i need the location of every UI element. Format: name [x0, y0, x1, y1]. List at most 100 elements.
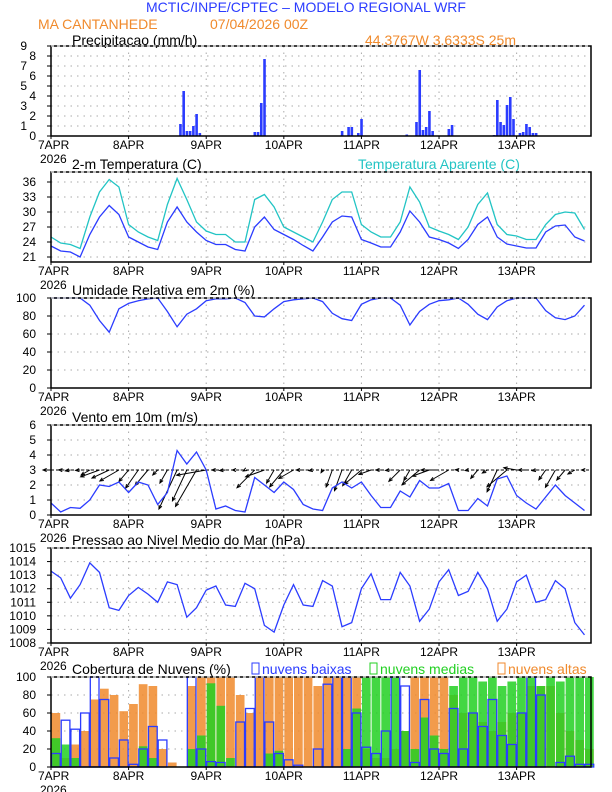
cloud-bar-nuvens-medias — [488, 677, 497, 767]
cloud-bar-nuvens-medias — [197, 735, 206, 767]
legend-label: nuvens medias — [380, 661, 474, 677]
wind-vector-head — [401, 480, 406, 486]
x-tick-label: 12APR — [420, 769, 458, 783]
cloud-bar-nuvens-altas — [313, 686, 323, 767]
x-year-label: 2026 — [40, 152, 67, 166]
wind-vector-head — [374, 467, 380, 473]
y-tick-label: 1015 — [9, 541, 36, 555]
x-tick-label: 13APR — [498, 517, 536, 531]
precip-bar — [415, 122, 418, 136]
y-tick-label: 1 — [29, 493, 36, 507]
x-tick-label: 9APR — [191, 138, 223, 152]
precip-bar — [534, 133, 538, 136]
x-tick-label: 10APR — [265, 390, 303, 404]
main-title: MCTIC/INPE/CPTEC – MODELO REGIONAL WRF — [146, 0, 466, 15]
wind-vector-head — [502, 466, 508, 471]
y-tick-label: 20 — [23, 742, 37, 756]
x-tick-label: 10APR — [265, 138, 303, 152]
y-tick-label: 2 — [29, 109, 36, 123]
x-tick-label: 9APR — [191, 769, 223, 783]
cloud-bar-nuvens-altas — [332, 677, 342, 767]
cloud-bar-nuvens-altas — [245, 713, 255, 767]
wind-vector — [176, 469, 207, 476]
x-tick-label: 9APR — [191, 517, 223, 531]
y-tick-label: 1014 — [9, 555, 36, 569]
x-tick-label: 7APR — [38, 264, 70, 278]
cloud-bar-nuvens-medias — [226, 758, 235, 767]
cloud-bar-nuvens-medias — [264, 753, 274, 767]
cloud-bar-nuvens-medias — [526, 677, 536, 767]
location-label: MA CANTANHEDE — [38, 16, 158, 32]
precip-bar — [521, 132, 525, 136]
cloud-bar-nuvens-medias — [187, 749, 197, 767]
wind-vector — [91, 469, 110, 479]
y-tick-label: 0 — [29, 508, 36, 522]
legend-label: nuvens baixas — [262, 661, 352, 677]
wind-vector-head — [158, 504, 163, 511]
wind-vector — [538, 469, 547, 481]
wind-vector — [544, 469, 556, 488]
panel-title: Umidade Relativa em 2m (%) — [72, 282, 255, 298]
cloud-bar-nuvens-altas — [429, 677, 439, 767]
wind-vector-head — [41, 467, 47, 473]
cloud-bar-nuvens-medias — [381, 677, 391, 767]
precip-bar — [195, 114, 198, 136]
y-tick-label: 27 — [23, 220, 37, 234]
wind-vector-head — [544, 483, 549, 489]
cloud-bar-nuvens-medias — [410, 749, 420, 767]
series-line-0 — [50, 204, 585, 258]
x-tick-label: 7APR — [38, 645, 70, 659]
wind-vector-head — [74, 468, 80, 473]
y-tick-label: 80 — [23, 688, 37, 702]
x-tick-label: 7APR — [38, 390, 70, 404]
precip-bar — [431, 131, 434, 136]
y-tick-label: 1 — [20, 119, 27, 133]
cloud-bar-nuvens-medias — [61, 744, 70, 767]
cloud-bar-nuvens-altas — [323, 677, 332, 767]
wind-vector — [278, 469, 294, 479]
precip-bar — [185, 131, 189, 136]
wind-vector — [159, 469, 168, 484]
x-tick-label: 8APR — [113, 517, 145, 531]
x-tick-label: 11APR — [343, 138, 380, 152]
y-tick-label: 80 — [23, 309, 37, 323]
y-tick-label: 60 — [23, 327, 37, 341]
x-tick-label: 9APR — [191, 390, 223, 404]
cloud-bar-nuvens-altas — [100, 688, 109, 767]
wind-vector-head — [90, 474, 96, 479]
x-year-label: 2026 — [40, 659, 67, 673]
cloud-bar-nuvens-altas — [90, 699, 100, 767]
cloud-bar-nuvens-altas — [80, 731, 90, 767]
y-tick-label: 40 — [23, 345, 37, 359]
x-tick-label: 11APR — [343, 645, 380, 659]
wind-vector-head — [486, 482, 491, 488]
y-tick-label: 36 — [23, 175, 37, 189]
precip-bar — [360, 119, 363, 136]
precip-bar — [447, 129, 451, 136]
precip-bar — [512, 119, 515, 136]
cloud-bar-nuvens-medias — [400, 731, 410, 767]
y-tick-label: 100 — [16, 291, 36, 305]
cloud-bar-nuvens-medias — [429, 735, 439, 767]
wind-vector-head — [429, 477, 435, 482]
wind-vector-head — [411, 473, 417, 477]
x-year-label: 2026 — [40, 531, 67, 545]
wind-vector — [401, 469, 420, 486]
wind-vector-head — [268, 482, 274, 488]
precip-bar — [450, 125, 454, 136]
cloud-bar-nuvens-altas — [410, 677, 420, 767]
x-tick-label: 10APR — [265, 769, 303, 783]
cloud-bar-nuvens-altas — [226, 677, 235, 767]
cloud-bar-nuvens-medias — [517, 677, 526, 767]
wind-vector — [470, 469, 479, 479]
cloud-bar-nuvens-medias — [352, 708, 361, 767]
wind-vector-head — [387, 477, 393, 483]
precip-bar — [256, 132, 260, 136]
precip-bar — [179, 124, 182, 136]
x-tick-label: 8APR — [113, 645, 145, 659]
cloud-bar-nuvens-medias — [206, 683, 216, 767]
x-year-label: 2026 — [40, 278, 67, 292]
wind-vector-head — [530, 468, 537, 473]
